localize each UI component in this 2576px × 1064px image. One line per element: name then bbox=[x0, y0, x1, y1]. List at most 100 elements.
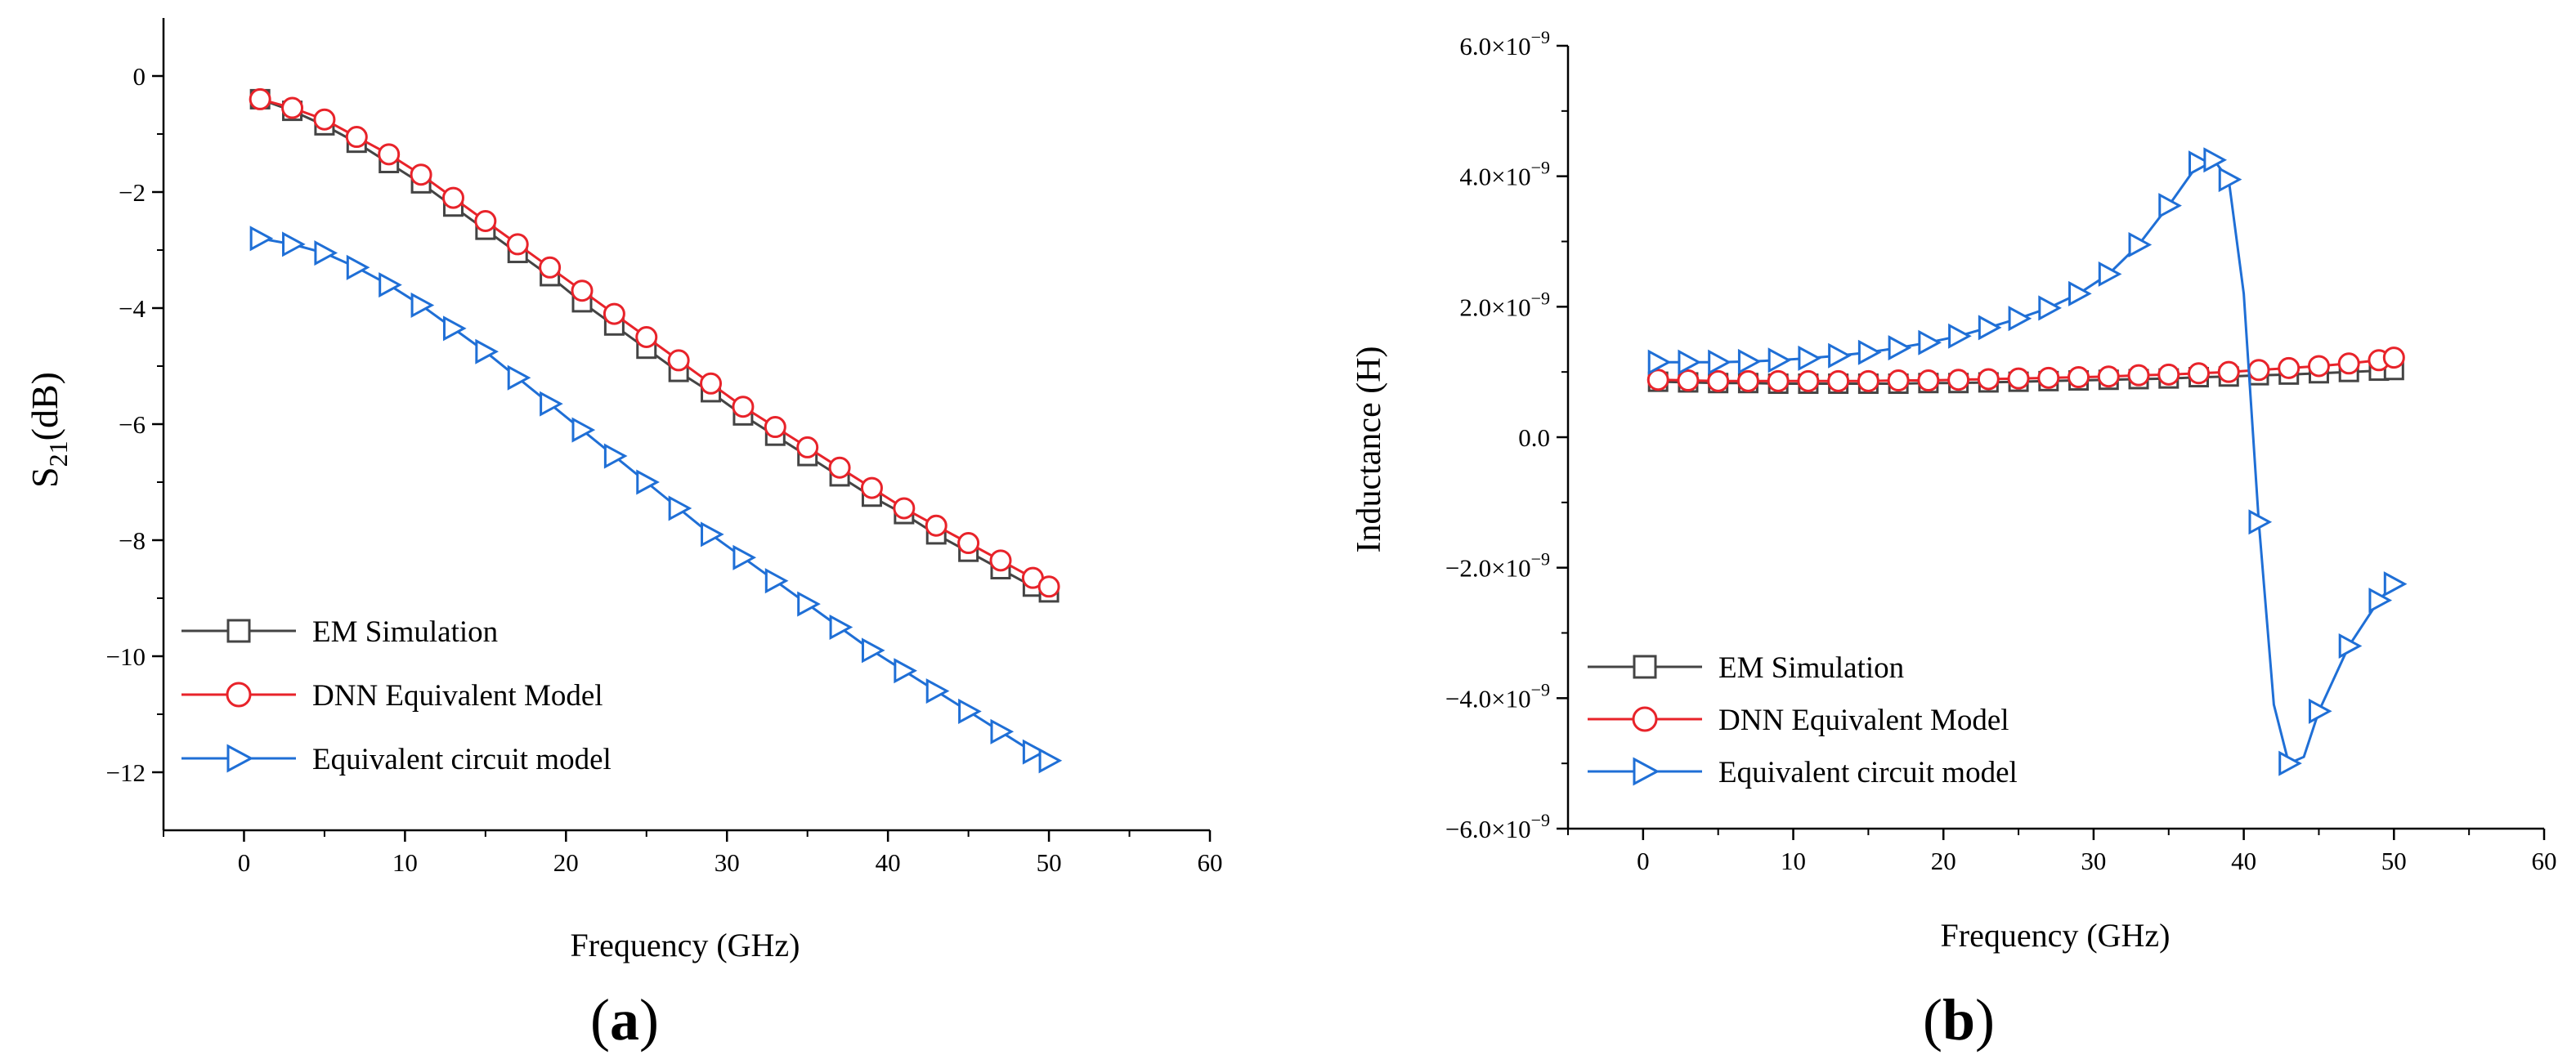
panel-b-y-tick-label: −2.0×10−9 bbox=[1445, 549, 1550, 583]
panel-a-x-tick-label: 10 bbox=[392, 848, 418, 877]
panel-b-series-2-point bbox=[2338, 633, 2363, 659]
panel-b-series-2-point bbox=[1857, 339, 1882, 365]
panel-b-y-tick-label: −6.0×10−9 bbox=[1445, 810, 1550, 843]
panel-b-series-2-point bbox=[2128, 231, 2153, 258]
panel-b-series-1-point bbox=[1887, 369, 1910, 392]
panel-b-chart: 0 10 20 30 40 50 606.0×10−94.0×10−92.0×10−90.0… bbox=[1351, 27, 2557, 1053]
panel-b-series-2-point bbox=[1708, 349, 1732, 375]
panel-b-y-tick-mantissa: 0.0 bbox=[1518, 423, 1550, 452]
panel-a-legend: EM Simulation DNN Equivalent Model Equival… bbox=[181, 615, 612, 776]
panel-a-y-tick-label: −4 bbox=[119, 294, 146, 323]
panel-a-series-1-point bbox=[893, 497, 916, 520]
panel-b-series-1-point bbox=[1917, 369, 1940, 392]
panel-b-y-tick-label: 4.0×10−9 bbox=[1459, 158, 1550, 191]
panel-a-series-1-point bbox=[764, 416, 786, 439]
panel-b-series-2-point bbox=[2278, 750, 2302, 776]
panel-a-x-tick-label: 40 bbox=[876, 848, 901, 877]
panel-b-series-1-point bbox=[2037, 366, 2060, 389]
panel-a-series-1-point bbox=[635, 326, 658, 348]
panel-a-series-1-point bbox=[667, 349, 690, 372]
panel-b-y-tick-mantissa: 2.0×10 bbox=[1459, 293, 1530, 321]
panel-b-caption: (b) bbox=[1923, 987, 1995, 1053]
panel-b-series-1-point bbox=[1646, 369, 1669, 391]
panel-b-series-2-point bbox=[1678, 349, 1702, 375]
panel-a-series-1-point bbox=[313, 108, 336, 131]
panel-a-series-2-point bbox=[249, 226, 274, 252]
panel-a-series-1-point bbox=[796, 436, 819, 458]
panel-a-series-2-point bbox=[410, 292, 435, 318]
panel-b-y-tick-mantissa: −4.0×10 bbox=[1445, 684, 1531, 713]
panel-a-series-1-point bbox=[410, 163, 432, 186]
panel-b-series-1-point bbox=[2247, 359, 2270, 382]
panel-a-series-2-point bbox=[701, 521, 724, 548]
panel-a-series-1-point bbox=[828, 456, 851, 479]
panel-a-series-1-point bbox=[249, 87, 271, 110]
panel-b-series-2-point bbox=[1737, 348, 1762, 374]
panel-a-series-1-point bbox=[1037, 575, 1060, 598]
panel-a-series bbox=[249, 87, 1063, 774]
panel-b-series-1-point bbox=[2007, 367, 2030, 390]
panel-a-series-2-point bbox=[314, 240, 338, 266]
panel-b-series-2-point bbox=[2068, 280, 2092, 306]
panel-a-y-tick-label: −6 bbox=[119, 410, 146, 439]
panel-b-series-2-point bbox=[1767, 347, 1792, 373]
panel-b-legend-label: DNN Equivalent Model bbox=[1718, 704, 2009, 737]
panel-b-y-tick-mantissa: −6.0×10 bbox=[1445, 815, 1531, 843]
panel-a-series-1-point bbox=[441, 186, 464, 209]
panel-a-x-tick-label: 20 bbox=[553, 848, 579, 877]
panel-b-x-tick-label: 10 bbox=[1781, 847, 1806, 875]
panel-b-x-axis-label: Frequency (GHz) bbox=[1941, 917, 2171, 954]
panel-a-series-2-point bbox=[571, 417, 596, 443]
panel-b-x-tick-label: 0 bbox=[1637, 847, 1650, 875]
panel-a-series-1-point bbox=[860, 476, 883, 499]
panel-a-y-tick-label: 0 bbox=[133, 62, 146, 91]
panel-a-legend-marker bbox=[226, 744, 254, 773]
panel-a-series-2-point bbox=[1022, 739, 1046, 765]
panel-a-series-2-point bbox=[990, 718, 1015, 744]
panel-a-series-2-point bbox=[507, 364, 531, 391]
panel-a-series-2-point bbox=[603, 443, 628, 469]
panel-b-series-2-point bbox=[2218, 167, 2242, 193]
panel-a-series-1-point bbox=[925, 514, 948, 537]
panel-b-series-1-point bbox=[1736, 369, 1759, 392]
panel-b-y-tick-label: 2.0×10−9 bbox=[1459, 288, 1550, 321]
panel-a-x-tick-label: 50 bbox=[1037, 848, 1062, 877]
panel-b-series-2-point bbox=[2248, 509, 2273, 535]
panel-b-y-tick-exponent: −9 bbox=[1531, 679, 1550, 700]
panel-b-x-tick-label: 60 bbox=[2532, 847, 2557, 875]
panel-a-legend-label: DNN Equivalent Model bbox=[312, 679, 603, 713]
panel-a-series-2-point bbox=[797, 591, 821, 617]
panel-b-y-tick-label: −4.0×10−9 bbox=[1445, 679, 1550, 713]
panel-a-series-2-point bbox=[668, 495, 692, 521]
panel-a-y-axis-label: S21(dB) bbox=[24, 372, 73, 488]
panel-b-series-2-point bbox=[2038, 295, 2062, 321]
panel-b-y-tick-label: 6.0×10−9 bbox=[1459, 27, 1550, 60]
panel-a-series-2-point bbox=[379, 272, 402, 298]
panel-b-x-tick-label: 30 bbox=[2081, 847, 2106, 875]
panel-b-legend: EM Simulation DNN Equivalent Model Equival… bbox=[1588, 651, 2018, 789]
panel-b-legend-marker bbox=[1633, 757, 1660, 786]
panel-b-series-2-point bbox=[2098, 261, 2122, 287]
panel-b-series-1-point bbox=[2127, 364, 2150, 387]
panel-b-legend-marker bbox=[1633, 655, 1657, 679]
panel-a-series-2-point bbox=[829, 614, 853, 641]
panel-b-series-2-point bbox=[1918, 329, 1942, 355]
panel-a-x-tick-label: 60 bbox=[1198, 848, 1223, 877]
panel-b-series bbox=[1646, 147, 2408, 776]
panel-b-series-2-point bbox=[2383, 571, 2408, 597]
panel-b-series-2-point bbox=[2158, 193, 2182, 219]
panel-a-series-2-point bbox=[1038, 748, 1063, 774]
panel-a-series-2-point bbox=[925, 678, 950, 704]
panel-a-series-1-point bbox=[539, 256, 562, 279]
panel-a-x-tick-label: 30 bbox=[715, 848, 740, 877]
panel-a-series-1-point bbox=[957, 532, 980, 555]
panel-a-series-2-point bbox=[861, 637, 885, 664]
panel-b-series-2-point bbox=[1948, 323, 1972, 349]
panel-a-series-1-point bbox=[378, 143, 401, 166]
panel-a-series-2-point bbox=[732, 544, 757, 570]
panel-b-y-tick-exponent: −9 bbox=[1531, 158, 1550, 178]
panel-b-series-1-point bbox=[1767, 369, 1790, 392]
panel-b-y-axis-label: Inductance (H) bbox=[1351, 346, 1388, 552]
panel-a-x-axis-label: Frequency (GHz) bbox=[571, 927, 800, 963]
panel-a-series-1-point bbox=[506, 233, 529, 256]
